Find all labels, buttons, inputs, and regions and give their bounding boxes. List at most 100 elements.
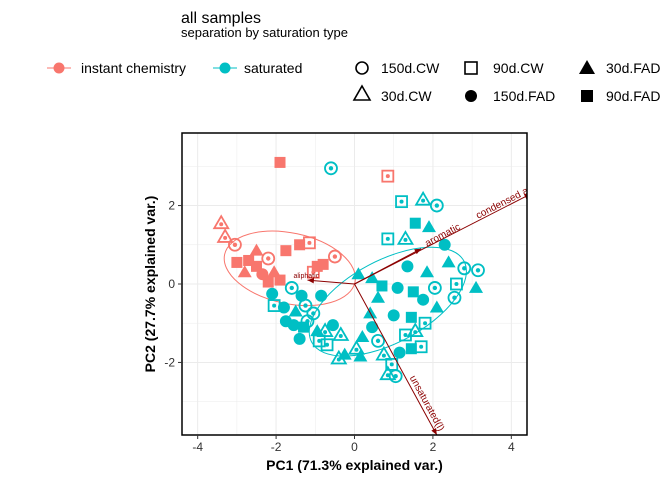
point-center — [311, 311, 316, 316]
point-90d-cw — [381, 169, 395, 183]
point-outline — [347, 339, 366, 355]
point-30d-cw — [406, 322, 424, 337]
point-outline — [385, 358, 399, 371]
point-center — [389, 362, 394, 367]
point-30d-cw — [375, 345, 393, 361]
point-30d-fad — [353, 349, 368, 362]
point-30d-fad — [469, 280, 484, 293]
point-150d-fad — [393, 346, 406, 359]
x-tick-label: -2 — [271, 440, 282, 454]
y-axis: -2 0 2 — [164, 199, 182, 369]
point-90d-fad — [405, 343, 417, 355]
legend-shape-swatch — [355, 61, 369, 75]
point-outline — [450, 277, 463, 291]
loading-label: aliphatic — [293, 273, 319, 280]
point-150d-cw — [228, 237, 242, 252]
point-150d-cw — [261, 251, 276, 266]
point-outline — [316, 322, 334, 337]
point-center — [303, 303, 308, 308]
point-center — [385, 174, 390, 179]
legend-color-label: instant chemistry — [81, 60, 186, 76]
legend-color-label: saturated — [244, 60, 302, 76]
point-30d-cw — [330, 349, 348, 365]
point-outline — [414, 190, 432, 206]
point-outline — [375, 345, 393, 361]
legend: instant chemistry saturated 150d.CW 90d.… — [47, 60, 660, 104]
point-center — [452, 295, 457, 300]
point-90d-cw — [395, 195, 408, 209]
point-150d-fad — [315, 289, 328, 302]
point-outline — [228, 237, 242, 252]
point-center — [266, 256, 271, 261]
point-150d-fad — [287, 319, 300, 332]
point-150d-fad — [277, 301, 290, 314]
point-150d-fad — [366, 321, 379, 334]
point-outline — [300, 314, 315, 329]
point-30d-cw — [332, 326, 350, 341]
y-tick-label: 0 — [168, 277, 175, 291]
point-outline — [261, 251, 276, 266]
point-150d-fad — [401, 260, 414, 273]
point-150d-fad — [387, 309, 400, 322]
chart-title: all samples — [181, 10, 261, 27]
point-30d-fad — [420, 265, 435, 278]
point-outline — [381, 232, 395, 246]
loading-arrowhead — [307, 277, 315, 284]
point-90d-fad — [243, 254, 255, 266]
point-90d-fad — [405, 311, 417, 323]
point-150d-cw — [300, 314, 315, 329]
point-center — [475, 268, 481, 273]
point-90d-fad — [280, 245, 292, 257]
ellipse-saturated — [308, 246, 467, 357]
point-90d-fad — [409, 217, 421, 229]
point-150d-cw — [284, 281, 299, 295]
legend-shape-150d-fad: 150d.FAD — [465, 88, 555, 104]
point-90d-fad — [274, 156, 286, 168]
point-center — [311, 270, 316, 275]
point-150d-cw — [324, 161, 338, 176]
point-outline — [381, 169, 395, 183]
point-90d-fad — [294, 239, 306, 251]
point-center — [332, 254, 338, 259]
point-outline — [427, 281, 442, 295]
point-150d-cw — [447, 290, 462, 305]
point-outline — [395, 195, 408, 209]
legend-shape-label: 90d.CW — [493, 60, 544, 76]
y-tick-label: 2 — [168, 199, 175, 213]
x-tick-label: 0 — [351, 440, 358, 454]
point-30d-fad — [355, 329, 370, 342]
point-center — [232, 242, 238, 247]
point-center — [421, 198, 426, 203]
point-outline — [303, 236, 316, 250]
point-30d-fad — [429, 300, 444, 313]
point-outline — [284, 281, 299, 295]
legend-shape-90d-fad: 90d.FAD — [581, 88, 660, 104]
point-outline — [332, 326, 350, 341]
point-30d-fad — [237, 265, 252, 278]
points — [212, 156, 485, 384]
point-150d-fad — [417, 293, 430, 306]
point-center — [325, 342, 330, 347]
point-150d-fad — [266, 287, 279, 300]
point-center — [289, 285, 294, 291]
point-30d-fad — [441, 255, 456, 268]
point-30d-fad — [365, 271, 380, 284]
point-center — [336, 357, 341, 362]
point-30d-fad — [288, 304, 303, 317]
point-center — [307, 240, 312, 245]
legend-shape-150d-cw: 150d.CW — [355, 60, 440, 76]
point-outline — [406, 322, 424, 337]
y-axis-title: PC2 (27.7% explained var.) — [142, 196, 158, 373]
point-150d-cw — [298, 298, 313, 313]
point-150d-fad — [391, 281, 404, 294]
point-center — [419, 344, 424, 349]
point-150d-fad — [326, 319, 339, 332]
point-90d-fad — [376, 280, 388, 292]
legend-color-swatch — [219, 62, 231, 74]
point-center — [423, 321, 428, 326]
point-90d-fad — [274, 274, 286, 286]
legend-shape-swatch — [352, 84, 372, 101]
point-outline — [212, 214, 230, 230]
point-center — [432, 285, 438, 291]
